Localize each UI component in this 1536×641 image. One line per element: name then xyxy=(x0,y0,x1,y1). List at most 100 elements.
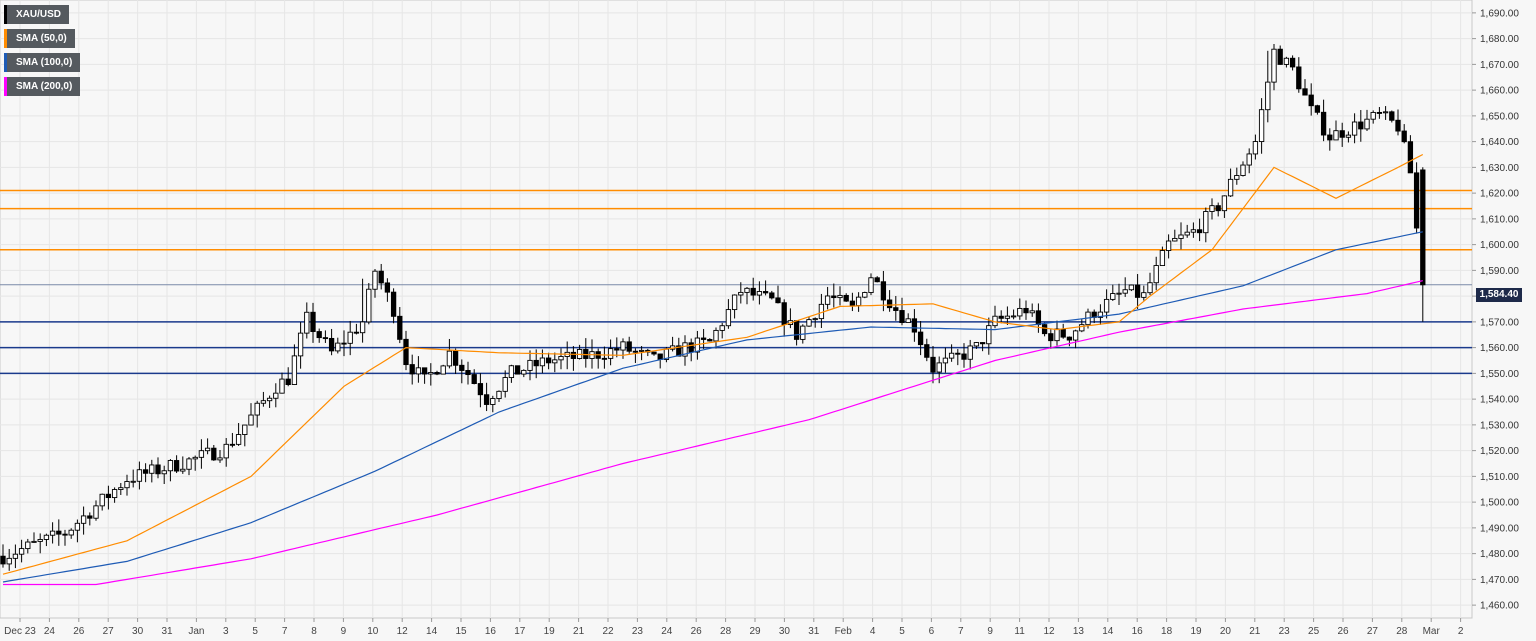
candle-body xyxy=(614,348,620,351)
candle-body xyxy=(719,325,725,331)
candle-body xyxy=(471,374,477,385)
candle-body xyxy=(936,362,942,373)
candle-body xyxy=(769,292,775,299)
candle-body xyxy=(1296,66,1302,90)
candle-body xyxy=(1271,48,1277,83)
candle-body xyxy=(273,392,279,399)
candle-body xyxy=(483,394,490,405)
candle-body xyxy=(874,277,880,283)
candle-body xyxy=(1153,265,1159,284)
candle-body xyxy=(1203,211,1209,234)
x-tick-label: 9 xyxy=(987,626,993,637)
candle-body xyxy=(1302,88,1308,96)
candle-body xyxy=(1258,109,1265,143)
candle-body xyxy=(186,458,192,470)
candle-body xyxy=(428,372,434,375)
candle-body xyxy=(291,355,298,385)
candle-body xyxy=(254,402,260,416)
candle-body xyxy=(124,481,130,489)
candle-body xyxy=(942,357,949,364)
legend-label-sma50: SMA (50,0) xyxy=(16,33,67,44)
candle-body xyxy=(359,321,366,334)
x-tick-label: 27 xyxy=(103,626,115,637)
y-tick-label: 1,480.00 xyxy=(1480,549,1519,560)
candle-body xyxy=(1060,328,1066,338)
y-tick-label: 1,530.00 xyxy=(1480,420,1519,431)
y-tick-label: 1,460.00 xyxy=(1480,601,1519,612)
x-tick-label: 14 xyxy=(1102,626,1114,637)
sma100-line xyxy=(2,231,1423,583)
candle-body xyxy=(149,464,155,474)
candle-body xyxy=(335,342,341,352)
candle-body xyxy=(899,310,905,324)
candle-body xyxy=(31,540,37,543)
legend-swatch-sma50 xyxy=(4,29,7,48)
candle-body xyxy=(490,398,496,405)
candle-body xyxy=(843,294,849,302)
candle-body xyxy=(750,287,756,296)
candle-body xyxy=(824,295,831,305)
y-tick-label: 1,620.00 xyxy=(1480,189,1519,200)
candle-body xyxy=(459,364,465,371)
candle-body xyxy=(911,318,918,333)
candle-body xyxy=(713,329,719,342)
candle-body xyxy=(229,443,236,446)
candle-body xyxy=(1277,48,1283,65)
x-tick-label: 12 xyxy=(1043,626,1055,637)
candle-body xyxy=(285,378,291,385)
candle-body xyxy=(545,357,552,364)
candle-body xyxy=(1196,229,1203,234)
candle-body xyxy=(409,364,415,375)
candle-body xyxy=(638,349,645,352)
x-tick-label: 9 xyxy=(341,626,347,637)
candle-body xyxy=(967,345,973,360)
candle-body xyxy=(905,318,911,324)
candle-body xyxy=(167,460,174,472)
candle-body xyxy=(657,353,663,360)
y-tick-label: 1,550.00 xyxy=(1480,369,1519,380)
candle-body xyxy=(682,342,688,357)
candle-body xyxy=(279,378,285,394)
candle-body xyxy=(961,353,967,360)
candle-body xyxy=(266,397,273,402)
candle-body xyxy=(626,341,632,352)
x-tick-label: 22 xyxy=(602,626,614,637)
candle-body xyxy=(0,555,6,565)
y-tick-label: 1,630.00 xyxy=(1480,163,1519,174)
x-tick-label: 26 xyxy=(73,626,85,637)
legend-swatch-sma200 xyxy=(4,77,7,96)
candle-body xyxy=(1165,240,1172,251)
candle-body xyxy=(1010,315,1017,318)
candle-body xyxy=(502,377,508,392)
legend-item-sma200[interactable]: SMA (200,0) xyxy=(4,77,81,96)
candle-body xyxy=(1351,121,1358,136)
candle-body xyxy=(366,288,372,323)
candle-body xyxy=(142,469,149,474)
x-tick-label: 28 xyxy=(1396,626,1408,637)
candle-body xyxy=(390,291,397,317)
candle-body xyxy=(1339,130,1345,138)
candle-body xyxy=(235,434,242,445)
candle-body xyxy=(1358,121,1364,130)
candle-body xyxy=(886,299,893,309)
x-tick-label: Mar xyxy=(1423,626,1441,637)
candle-body xyxy=(403,338,409,366)
candle-body xyxy=(1370,111,1376,120)
legend-item-xauusd[interactable]: XAU/USD xyxy=(4,5,70,24)
candle-body xyxy=(1103,298,1110,313)
x-tick-label: 16 xyxy=(1132,626,1144,637)
x-tick-label: Dec 23 xyxy=(4,626,36,637)
candle-body xyxy=(198,450,205,458)
candle-body xyxy=(1215,205,1221,212)
legend-item-sma100[interactable]: SMA (100,0) xyxy=(4,53,81,72)
legend-label-sma200: SMA (200,0) xyxy=(16,81,73,92)
legend-item-sma50[interactable]: SMA (50,0) xyxy=(4,29,75,48)
candle-body xyxy=(1240,164,1246,176)
candle-body xyxy=(322,337,329,340)
candle-body xyxy=(1320,111,1327,136)
candle-body xyxy=(1147,282,1153,294)
candle-body xyxy=(192,456,198,460)
x-tick-label: 19 xyxy=(544,626,556,637)
candle-body xyxy=(651,351,657,355)
x-tick-label: 16 xyxy=(485,626,497,637)
